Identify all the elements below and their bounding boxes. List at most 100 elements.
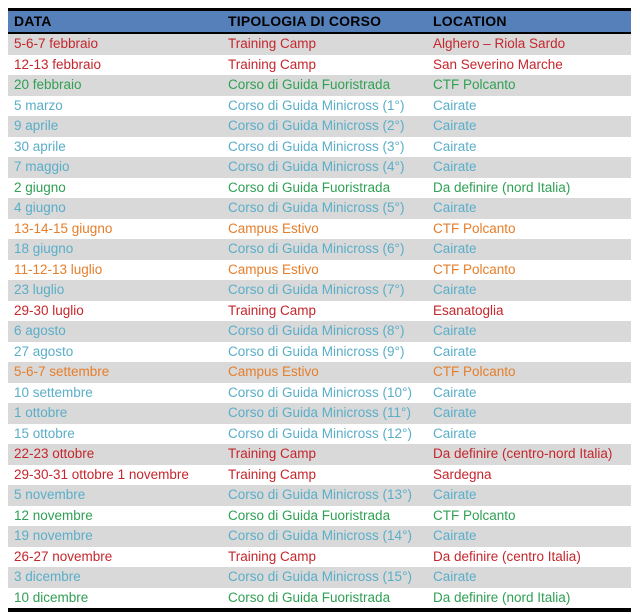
date-cell: 7 maggio [14,159,70,174]
date-cell: 5 novembre [14,487,86,502]
date-cell: 19 novembre [14,528,93,543]
table-row: 12 novembre Corso di Guida Fuoristrada CTF… [8,506,631,527]
date-cell: 6 agosto [14,323,66,338]
course-cell: Corso di Guida Fuoristrada [228,589,391,605]
date-cell: 27 agosto [14,343,74,359]
table-row: 12-13 febbraio Training Camp San Severino … [8,55,631,76]
table-row: 13-14-15 giugno Campus Estivo CTF Polcanto [8,219,631,240]
header-row: DATA TIPOLOGIA DI CORSO LOCATION [8,9,631,34]
location-cell: Cairate [433,159,477,174]
date-cell: 5-6-7 febbraio [14,36,99,51]
date-cell: 5-6-7 settembre [14,364,110,379]
course-cell: Corso di Guida Minicross (15°) [228,569,412,584]
location-cell: Da definire (nord Italia) [433,179,571,195]
location-cell: Cairate [433,425,477,441]
table-row: 29-30 luglio Training Camp Esanatoglia [8,301,631,322]
table-row: 18 giugno Corso di Guida Minicross (6°) Ca… [8,239,631,260]
table-body: 5-6-7 febbraio Training Camp Alghero – Rio… [8,33,631,610]
location-cell: CTF Polcanto [433,507,516,523]
course-cell: Campus Estivo [228,261,319,277]
course-schedule-table: DATA TIPOLOGIA DI CORSO LOCATION 5-6-7 f… [8,8,631,612]
course-cell: Corso di Guida Minicross (8°) [228,323,405,338]
table-row: 9 aprile Corso di Guida Minicross (2°) Cai… [8,116,631,137]
table-row: 1 ottobre Corso di Guida Minicross (11°) C… [8,403,631,424]
table-row: 22-23 ottobre Training Camp Da definire (c… [8,444,631,465]
course-cell: Corso di Guida Minicross (5°) [228,200,405,215]
course-cell: Corso di Guida Minicross (9°) [228,343,405,359]
course-cell: Corso di Guida Minicross (1°) [228,97,405,113]
course-cell: Corso di Guida Minicross (10°) [228,384,412,400]
date-cell: 2 giugno [14,179,66,195]
course-cell: Campus Estivo [228,364,319,379]
date-cell: 23 luglio [14,282,65,297]
location-cell: Cairate [433,528,477,543]
table-row: 5 novembre Corso di Guida Minicross (13°)… [8,485,631,506]
course-cell: Corso di Guida Minicross (13°) [228,487,412,502]
location-cell: CTF Polcanto [433,220,516,236]
table-row: 11-12-13 luglio Campus Estivo CTF Polcanto [8,260,631,281]
table-row: 4 giugno Corso di Guida Minicross (5°) Cai… [8,198,631,219]
date-cell: 13-14-15 giugno [14,220,113,236]
course-cell: Training Camp [228,302,317,318]
date-cell: 10 settembre [14,384,93,400]
header-cell-data: DATA [8,9,222,34]
course-cell: Corso di Guida Minicross (7°) [228,282,405,297]
date-cell: 29-30 luglio [14,302,84,318]
location-cell: Cairate [433,343,477,359]
location-cell: Cairate [433,569,477,584]
table-row: 7 maggio Corso di Guida Minicross (4°) Cai… [8,157,631,178]
location-cell: Alghero – Riola Sardo [433,36,566,51]
table-row: 29-30-31 ottobre 1 novembre Training Camp… [8,465,631,486]
table-row: 10 settembre Corso di Guida Minicross (10… [8,383,631,404]
table-row: 10 dicembre Corso di Guida Fuoristrada Da … [8,588,631,611]
course-cell: Corso di Guida Fuoristrada [228,179,391,195]
table-header: DATA TIPOLOGIA DI CORSO LOCATION [8,9,631,34]
date-cell: 22-23 ottobre [14,446,95,461]
date-cell: 4 giugno [14,200,66,215]
location-cell: Cairate [433,241,477,256]
location-cell: CTF Polcanto [433,77,516,92]
location-cell: Cairate [433,405,477,420]
course-cell: Training Camp [228,446,317,461]
location-cell: CTF Polcanto [433,364,516,379]
course-cell: Training Camp [228,56,317,72]
header-cell-tipologia: TIPOLOGIA DI CORSO [222,9,427,34]
date-cell: 15 ottobre [14,425,75,441]
location-cell: Da definire (centro Italia) [433,548,581,564]
course-cell: Corso di Guida Minicross (11°) [228,405,411,420]
date-cell: 20 febbraio [14,77,82,92]
course-cell: Corso di Guida Minicross (3°) [228,138,405,154]
course-cell: Campus Estivo [228,220,319,236]
table-row: 3 dicembre Corso di Guida Minicross (15°)… [8,567,631,588]
table-row: 20 febbraio Corso di Guida Fuoristrada CTF… [8,75,631,96]
table-row: 2 giugno Corso di Guida Fuoristrada Da def… [8,178,631,199]
date-cell: 18 giugno [14,241,74,256]
course-cell: Corso di Guida Minicross (4°) [228,159,405,174]
date-cell: 5 marzo [14,97,63,113]
table-row: 6 agosto Corso di Guida Minicross (8°) Cai… [8,321,631,342]
table-row: 19 novembre Corso di Guida Minicross (14°… [8,526,631,547]
date-cell: 3 dicembre [14,569,81,584]
course-cell: Corso di Guida Minicross (2°) [228,118,405,133]
location-cell: CTF Polcanto [433,261,516,277]
location-cell: San Severino Marche [433,56,563,72]
date-cell: 29-30-31 ottobre 1 novembre [14,466,189,482]
location-cell: Da definire (nord Italia) [433,589,571,605]
location-cell: Cairate [433,200,477,215]
table-row: 5-6-7 febbraio Training Camp Alghero – Rio… [8,33,631,55]
header-cell-location: LOCATION [427,9,631,34]
table-row: 30 aprile Corso di Guida Minicross (3°) Ca… [8,137,631,158]
date-cell: 30 aprile [14,138,66,154]
course-cell: Corso di Guida Minicross (6°) [228,241,405,256]
location-cell: Cairate [433,138,477,154]
date-cell: 12-13 febbraio [14,56,102,72]
course-cell: Corso di Guida Minicross (12°) [228,425,412,441]
date-cell: 26-27 novembre [14,548,113,564]
date-cell: 12 novembre [14,507,93,523]
table-row: 27 agosto Corso di Guida Minicross (9°) Ca… [8,342,631,363]
course-cell: Corso di Guida Fuoristrada [228,507,391,523]
location-cell: Cairate [433,384,477,400]
date-cell: 1 ottobre [14,405,68,420]
location-cell: Esanatoglia [433,302,504,318]
date-cell: 9 aprile [14,118,59,133]
